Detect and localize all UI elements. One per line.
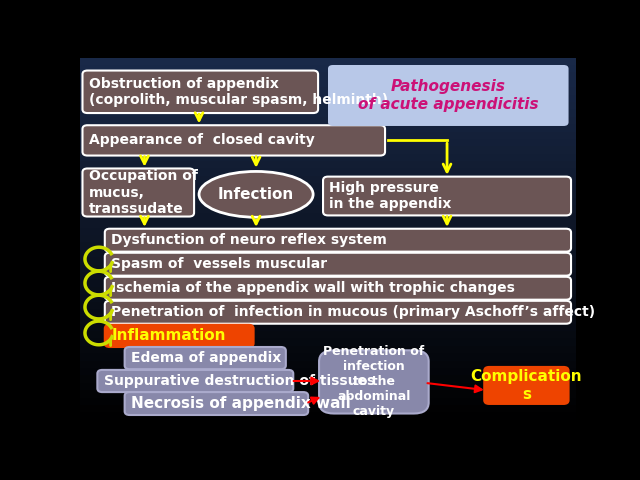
Bar [80,205,576,213]
Bar [80,80,576,87]
Bar [80,117,576,124]
Bar [80,338,576,346]
Text: Ischemia of the appendix wall with trophic changes: Ischemia of the appendix wall with troph… [111,281,515,295]
Bar [80,87,576,95]
Bar [80,390,576,397]
FancyBboxPatch shape [83,125,385,156]
FancyBboxPatch shape [125,392,308,415]
Bar [80,124,576,132]
Text: Edema of appendix: Edema of appendix [131,351,282,365]
FancyBboxPatch shape [125,347,286,369]
Bar [80,198,576,205]
Bar [80,346,576,353]
FancyBboxPatch shape [97,370,293,392]
Bar [80,139,576,146]
Bar [80,294,576,301]
Bar [80,191,576,198]
Bar [80,250,576,257]
FancyBboxPatch shape [319,350,429,414]
Text: Obstruction of appendix
(coprolith, muscular spasm, helminth): Obstruction of appendix (coprolith, musc… [89,77,388,107]
Bar [80,235,576,242]
FancyBboxPatch shape [484,367,568,404]
Bar [80,146,576,154]
FancyBboxPatch shape [323,177,571,216]
Bar [80,353,576,360]
Bar [80,132,576,139]
Text: Infection: Infection [218,187,294,202]
Ellipse shape [199,171,313,217]
Text: Penetration of  infection in mucous (primary Aschoff’s affect): Penetration of infection in mucous (prim… [111,305,595,319]
Text: Complication
s: Complication s [470,369,582,402]
Bar [80,316,576,324]
Text: Necrosis of appendix wall: Necrosis of appendix wall [131,396,351,411]
Bar [80,287,576,294]
Bar [80,383,576,390]
Bar [80,168,576,176]
Bar [80,405,576,412]
FancyBboxPatch shape [105,253,571,276]
FancyBboxPatch shape [105,301,571,324]
Bar [80,72,576,80]
Bar [80,109,576,117]
Bar [80,272,576,279]
Text: Dysfunction of neuro reflex system: Dysfunction of neuro reflex system [111,233,387,247]
Text: Appearance of  closed cavity: Appearance of closed cavity [89,133,315,147]
Text: Occupation of
mucus,
transsudate: Occupation of mucus, transsudate [89,169,198,216]
Bar [80,279,576,287]
Text: Pathogenesis
of acute appendicitis: Pathogenesis of acute appendicitis [358,79,539,112]
Text: Inflammation: Inflammation [111,328,226,343]
Bar [80,228,576,235]
Bar [80,360,576,368]
Bar [80,242,576,250]
Bar [80,213,576,220]
FancyBboxPatch shape [83,71,318,113]
Text: High pressure
in the appendix: High pressure in the appendix [330,181,452,211]
Bar [80,368,576,375]
Bar [80,301,576,309]
Bar [80,309,576,316]
Bar [80,375,576,383]
Bar [80,154,576,161]
Bar [80,65,576,72]
Bar [80,257,576,264]
Bar [80,412,576,420]
Bar [80,331,576,338]
FancyBboxPatch shape [105,325,253,347]
Bar [80,220,576,228]
Bar [80,183,576,191]
Bar [80,95,576,102]
Bar [80,397,576,405]
Text: Spasm of  vessels muscular: Spasm of vessels muscular [111,257,328,271]
Bar [80,324,576,331]
Text: Suppurative destruction of tissues: Suppurative destruction of tissues [104,374,375,388]
FancyBboxPatch shape [105,229,571,252]
Bar [80,58,576,65]
Text: Penetration of
infection
to the
abdominal
cavity: Penetration of infection to the abdomina… [323,346,424,419]
FancyBboxPatch shape [105,277,571,300]
Bar [80,161,576,168]
Bar [80,264,576,272]
FancyBboxPatch shape [83,168,194,216]
Bar [80,176,576,183]
FancyBboxPatch shape [328,65,568,126]
Bar [80,420,576,427]
Bar [80,102,576,109]
